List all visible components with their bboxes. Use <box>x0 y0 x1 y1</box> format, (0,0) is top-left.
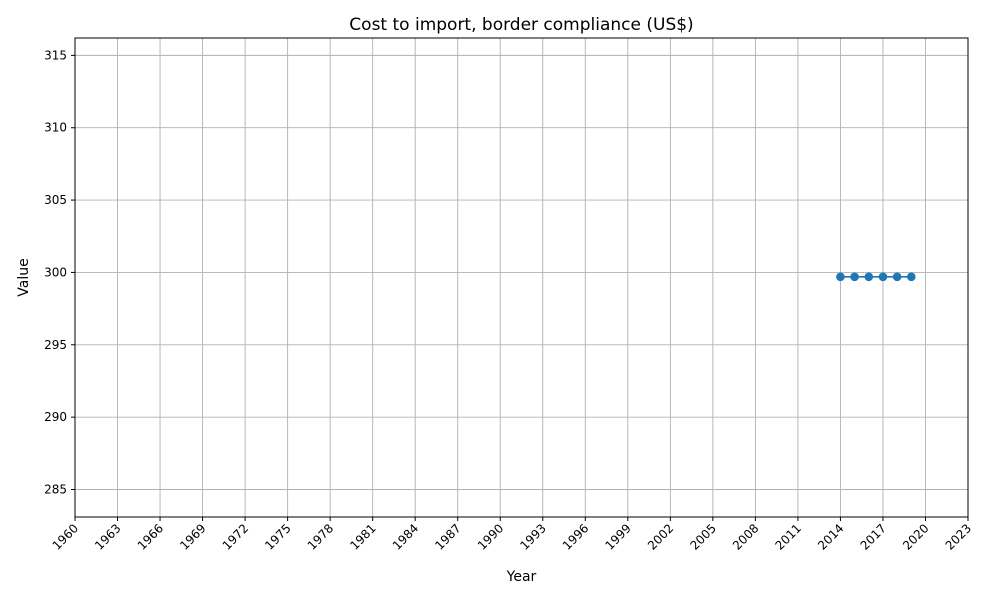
x-tick-label: 2020 <box>900 521 931 552</box>
x-tick-label: 1984 <box>390 521 421 552</box>
x-tick-label: 1978 <box>305 521 336 552</box>
data-point <box>892 272 902 282</box>
y-tick-label: 295 <box>44 338 67 352</box>
x-tick-label: 1999 <box>602 521 633 552</box>
x-tick-label: 1963 <box>92 521 123 552</box>
x-tick-label: 2002 <box>645 521 676 552</box>
y-tick-label: 285 <box>44 483 67 497</box>
y-tick-label: 315 <box>44 48 67 62</box>
x-tick-label: 2008 <box>730 521 761 552</box>
x-tick-label: 1996 <box>560 521 591 552</box>
x-tick-label: 1960 <box>50 521 81 552</box>
y-axis: 285 290 295 300 305 310 315 <box>44 48 75 497</box>
x-tick-label: 1987 <box>432 521 463 552</box>
x-tick-label: 1966 <box>135 521 166 552</box>
y-tick-label: 290 <box>44 410 67 424</box>
x-tick-label: 1981 <box>347 521 378 552</box>
x-tick-label: 1993 <box>517 521 548 552</box>
y-axis-label: Value <box>16 258 32 296</box>
x-tick-label: 1972 <box>220 521 251 552</box>
data-point <box>907 272 916 282</box>
data-point <box>850 272 859 282</box>
grid <box>74 38 969 517</box>
chart-title: Cost to import, border compliance (US$) <box>349 15 693 35</box>
y-tick-label: 305 <box>44 193 67 207</box>
x-tick-label: 1975 <box>262 521 293 552</box>
x-tick-label: 2017 <box>858 521 889 552</box>
series-layer <box>836 272 916 282</box>
x-tick-label: 1969 <box>177 521 208 552</box>
x-tick-label: 2011 <box>773 521 804 552</box>
y-tick-label: 310 <box>44 121 67 135</box>
x-axis: 1960 1963 1966 1969 1972 1975 1978 1981 1984 1987… <box>50 517 974 553</box>
data-point <box>864 272 874 282</box>
x-tick-label: 2005 <box>687 521 718 552</box>
x-axis-label: Year <box>506 569 537 585</box>
x-tick-label: 2014 <box>815 521 846 552</box>
plot-frame <box>74 37 969 518</box>
y-tick-label: 300 <box>44 265 67 279</box>
x-tick-label: 1990 <box>475 521 506 552</box>
x-tick-label: 2023 <box>943 521 974 552</box>
data-point <box>836 272 845 282</box>
data-point <box>878 272 888 282</box>
